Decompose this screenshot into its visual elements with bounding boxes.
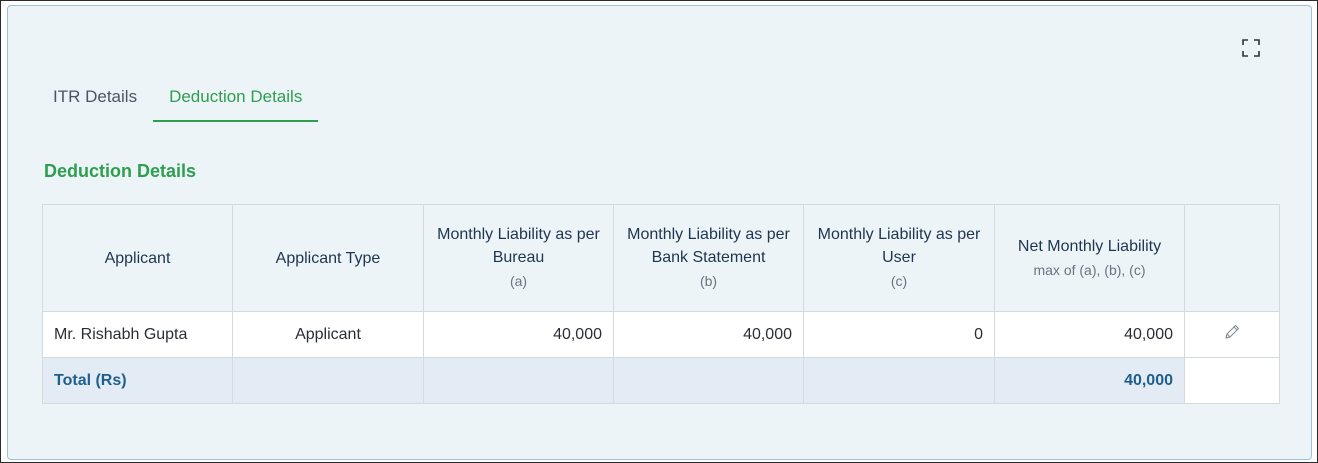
column-header-bureau: Monthly Liability as per Bureau (a) — [423, 204, 614, 312]
cell-bureau: 40,000 — [423, 311, 614, 358]
table-row: Mr. Rishabh Gupta Applicant 40,000 40,00… — [42, 311, 1280, 358]
header-sublabel: (c) — [890, 273, 908, 289]
column-header-net-liability: Net Monthly Liability max of (a), (b), (… — [994, 204, 1185, 312]
header-label: Applicant — [104, 249, 171, 267]
expand-icon[interactable] — [1241, 38, 1261, 58]
header-label: Monthly Liability as per Bank Statement — [627, 226, 790, 266]
total-net-liability: 40,000 — [994, 357, 1185, 404]
column-header-bank-statement: Monthly Liability as per Bank Statement … — [613, 204, 804, 312]
details-panel: ITR Details Deduction Details Deduction … — [7, 5, 1312, 460]
column-header-applicant: Applicant — [42, 204, 233, 312]
total-cell-empty — [232, 357, 424, 404]
cell-user: 0 — [803, 311, 995, 358]
header-sublabel: max of (a), (b), (c) — [1033, 261, 1146, 278]
column-header-user: Monthly Liability as per User (c) — [803, 204, 995, 312]
cell-actions — [1184, 311, 1280, 358]
deduction-table: Applicant Applicant Type Monthly Liabili… — [42, 204, 1280, 404]
cell-bank-statement: 40,000 — [613, 311, 804, 358]
cell-net-liability[interactable]: 40,000 — [994, 311, 1185, 358]
header-label: Monthly Liability as per User — [817, 226, 981, 266]
total-cell-empty — [613, 357, 804, 404]
header-label: Applicant Type — [275, 249, 381, 267]
column-header-actions — [1184, 204, 1280, 312]
tab-itr-details[interactable]: ITR Details — [53, 87, 138, 106]
cell-applicant-type: Applicant — [232, 311, 424, 358]
header-label: Net Monthly Liability — [1017, 237, 1162, 255]
total-cell-empty — [803, 357, 995, 404]
header-sublabel: (b) — [699, 273, 718, 289]
table-header-row: Applicant Applicant Type Monthly Liabili… — [42, 204, 1280, 312]
total-cell-actions — [1184, 357, 1280, 404]
tab-bar: ITR Details Deduction Details — [36, 84, 319, 122]
tab-deduction-details[interactable]: Deduction Details — [153, 84, 319, 122]
total-cell-empty — [423, 357, 614, 404]
total-row: Total (Rs) 40,000 — [42, 357, 1280, 404]
pencil-icon[interactable] — [1222, 322, 1242, 347]
column-header-applicant-type: Applicant Type — [232, 204, 424, 312]
header-label: Monthly Liability as per Bureau — [437, 226, 600, 266]
total-label: Total (Rs) — [42, 357, 233, 404]
cell-applicant: Mr. Rishabh Gupta — [42, 311, 233, 358]
section-title: Deduction Details — [44, 161, 197, 181]
header-sublabel: (a) — [509, 273, 528, 289]
